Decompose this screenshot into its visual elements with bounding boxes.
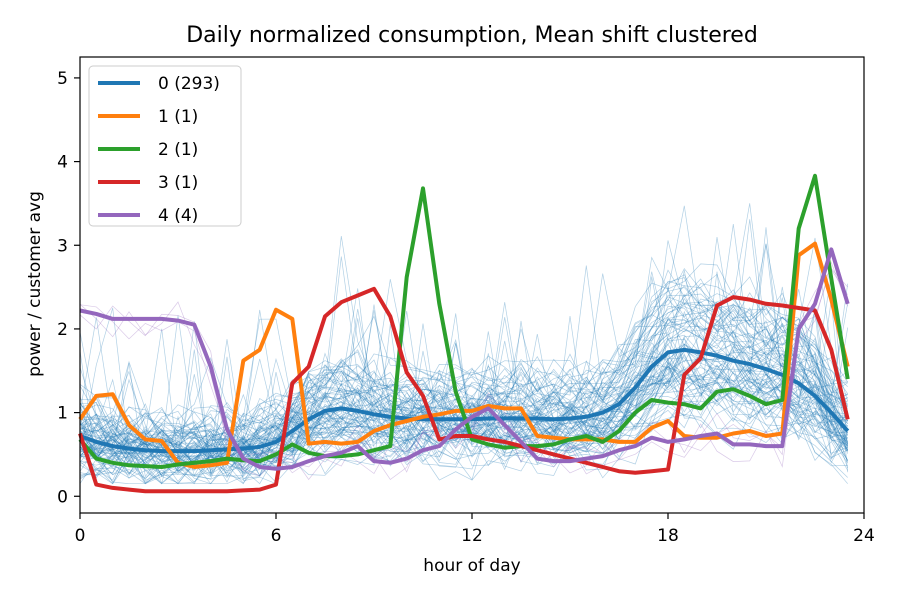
customer-trace-line (79, 356, 848, 485)
y-tick-label: 0 (57, 487, 68, 507)
customer-trace-line (79, 274, 848, 441)
customer-trace-line (79, 256, 849, 466)
customer-trace-line (79, 287, 849, 439)
customer-trace-line (79, 320, 848, 467)
customer-trace-line (79, 278, 848, 436)
customer-trace-line (79, 359, 849, 479)
customer-trace-line (79, 311, 848, 485)
customer-trace-line (79, 256, 848, 454)
legend-label: 3 (1) (158, 173, 198, 193)
customer-trace-line (79, 286, 849, 470)
series-3-line (78, 286, 850, 494)
series-2-line (78, 173, 850, 469)
customer-trace-line (79, 296, 848, 449)
customer-trace-line (79, 344, 848, 467)
chart-title: Daily normalized consumption, Mean shift… (186, 23, 758, 48)
customer-trace-line (79, 224, 848, 456)
x-tick-label: 12 (461, 526, 483, 546)
x-axis-label: hour of day (423, 556, 520, 576)
x-tick-label: 6 (271, 526, 282, 546)
cluster-series (78, 173, 850, 494)
customer-trace-line (79, 269, 848, 447)
customer-trace-line (79, 324, 848, 485)
y-axis-label: power / customer avg (25, 191, 45, 377)
customer-trace-line (79, 304, 848, 463)
customer-trace-line (79, 299, 849, 483)
customer-trace-line (79, 370, 849, 477)
y-tick-label: 1 (57, 404, 68, 424)
customer-trace-line (79, 377, 848, 485)
series-4-line (79, 247, 850, 471)
y-tick-label: 5 (57, 69, 68, 89)
customer-trace-line (79, 353, 848, 462)
customer-trace-line (79, 271, 849, 485)
customer-trace-line (79, 379, 849, 478)
customer-trace-line (79, 320, 848, 484)
legend-box (88, 65, 242, 227)
customer-trace-line (79, 392, 849, 479)
customer-trace-line (79, 315, 848, 465)
legend-label: 4 (4) (158, 206, 198, 226)
customer-trace-line (79, 352, 848, 481)
legend-label: 0 (293) (158, 74, 220, 94)
customer-trace-line (79, 361, 848, 480)
y-tick-label: 2 (57, 320, 68, 340)
customer-trace-line (79, 263, 848, 438)
y-tick-label: 3 (57, 236, 68, 256)
x-tick-label: 0 (75, 526, 86, 546)
x-tick-label: 24 (853, 526, 875, 546)
customer-trace-line (79, 304, 848, 441)
customer-trace-line (79, 372, 849, 485)
member-trace-line (79, 267, 848, 480)
customer-trace-line (79, 378, 848, 474)
customer-trace-line (79, 343, 848, 484)
member-trace-line (79, 261, 849, 481)
customer-trace-line (79, 283, 849, 453)
customer-trace-line (79, 293, 848, 449)
customer-trace-line (79, 271, 848, 466)
customer-trace-line (79, 227, 848, 463)
customer-trace-line (79, 380, 848, 484)
legend-label: 1 (1) (158, 107, 198, 127)
customer-trace-line (79, 205, 848, 439)
y-tick-label: 4 (57, 153, 68, 173)
customer-trace-line (79, 203, 848, 446)
customer-trace-line (79, 318, 848, 459)
legend-label: 2 (1) (158, 140, 198, 160)
customer-trace-line (79, 343, 848, 468)
customer-trace-line (79, 293, 848, 441)
customer-trace-line (79, 316, 848, 464)
legend: 0 (293) 1 (1) 2 (1) 3 (1) 4 (4) (88, 65, 242, 227)
customer-trace-line (79, 372, 848, 485)
x-tick-label: 18 (657, 526, 679, 546)
customer-trace-line (79, 349, 848, 474)
customer-trace-line (79, 307, 848, 460)
customer-trace-line (79, 331, 848, 476)
customer-trace-line (79, 307, 848, 475)
